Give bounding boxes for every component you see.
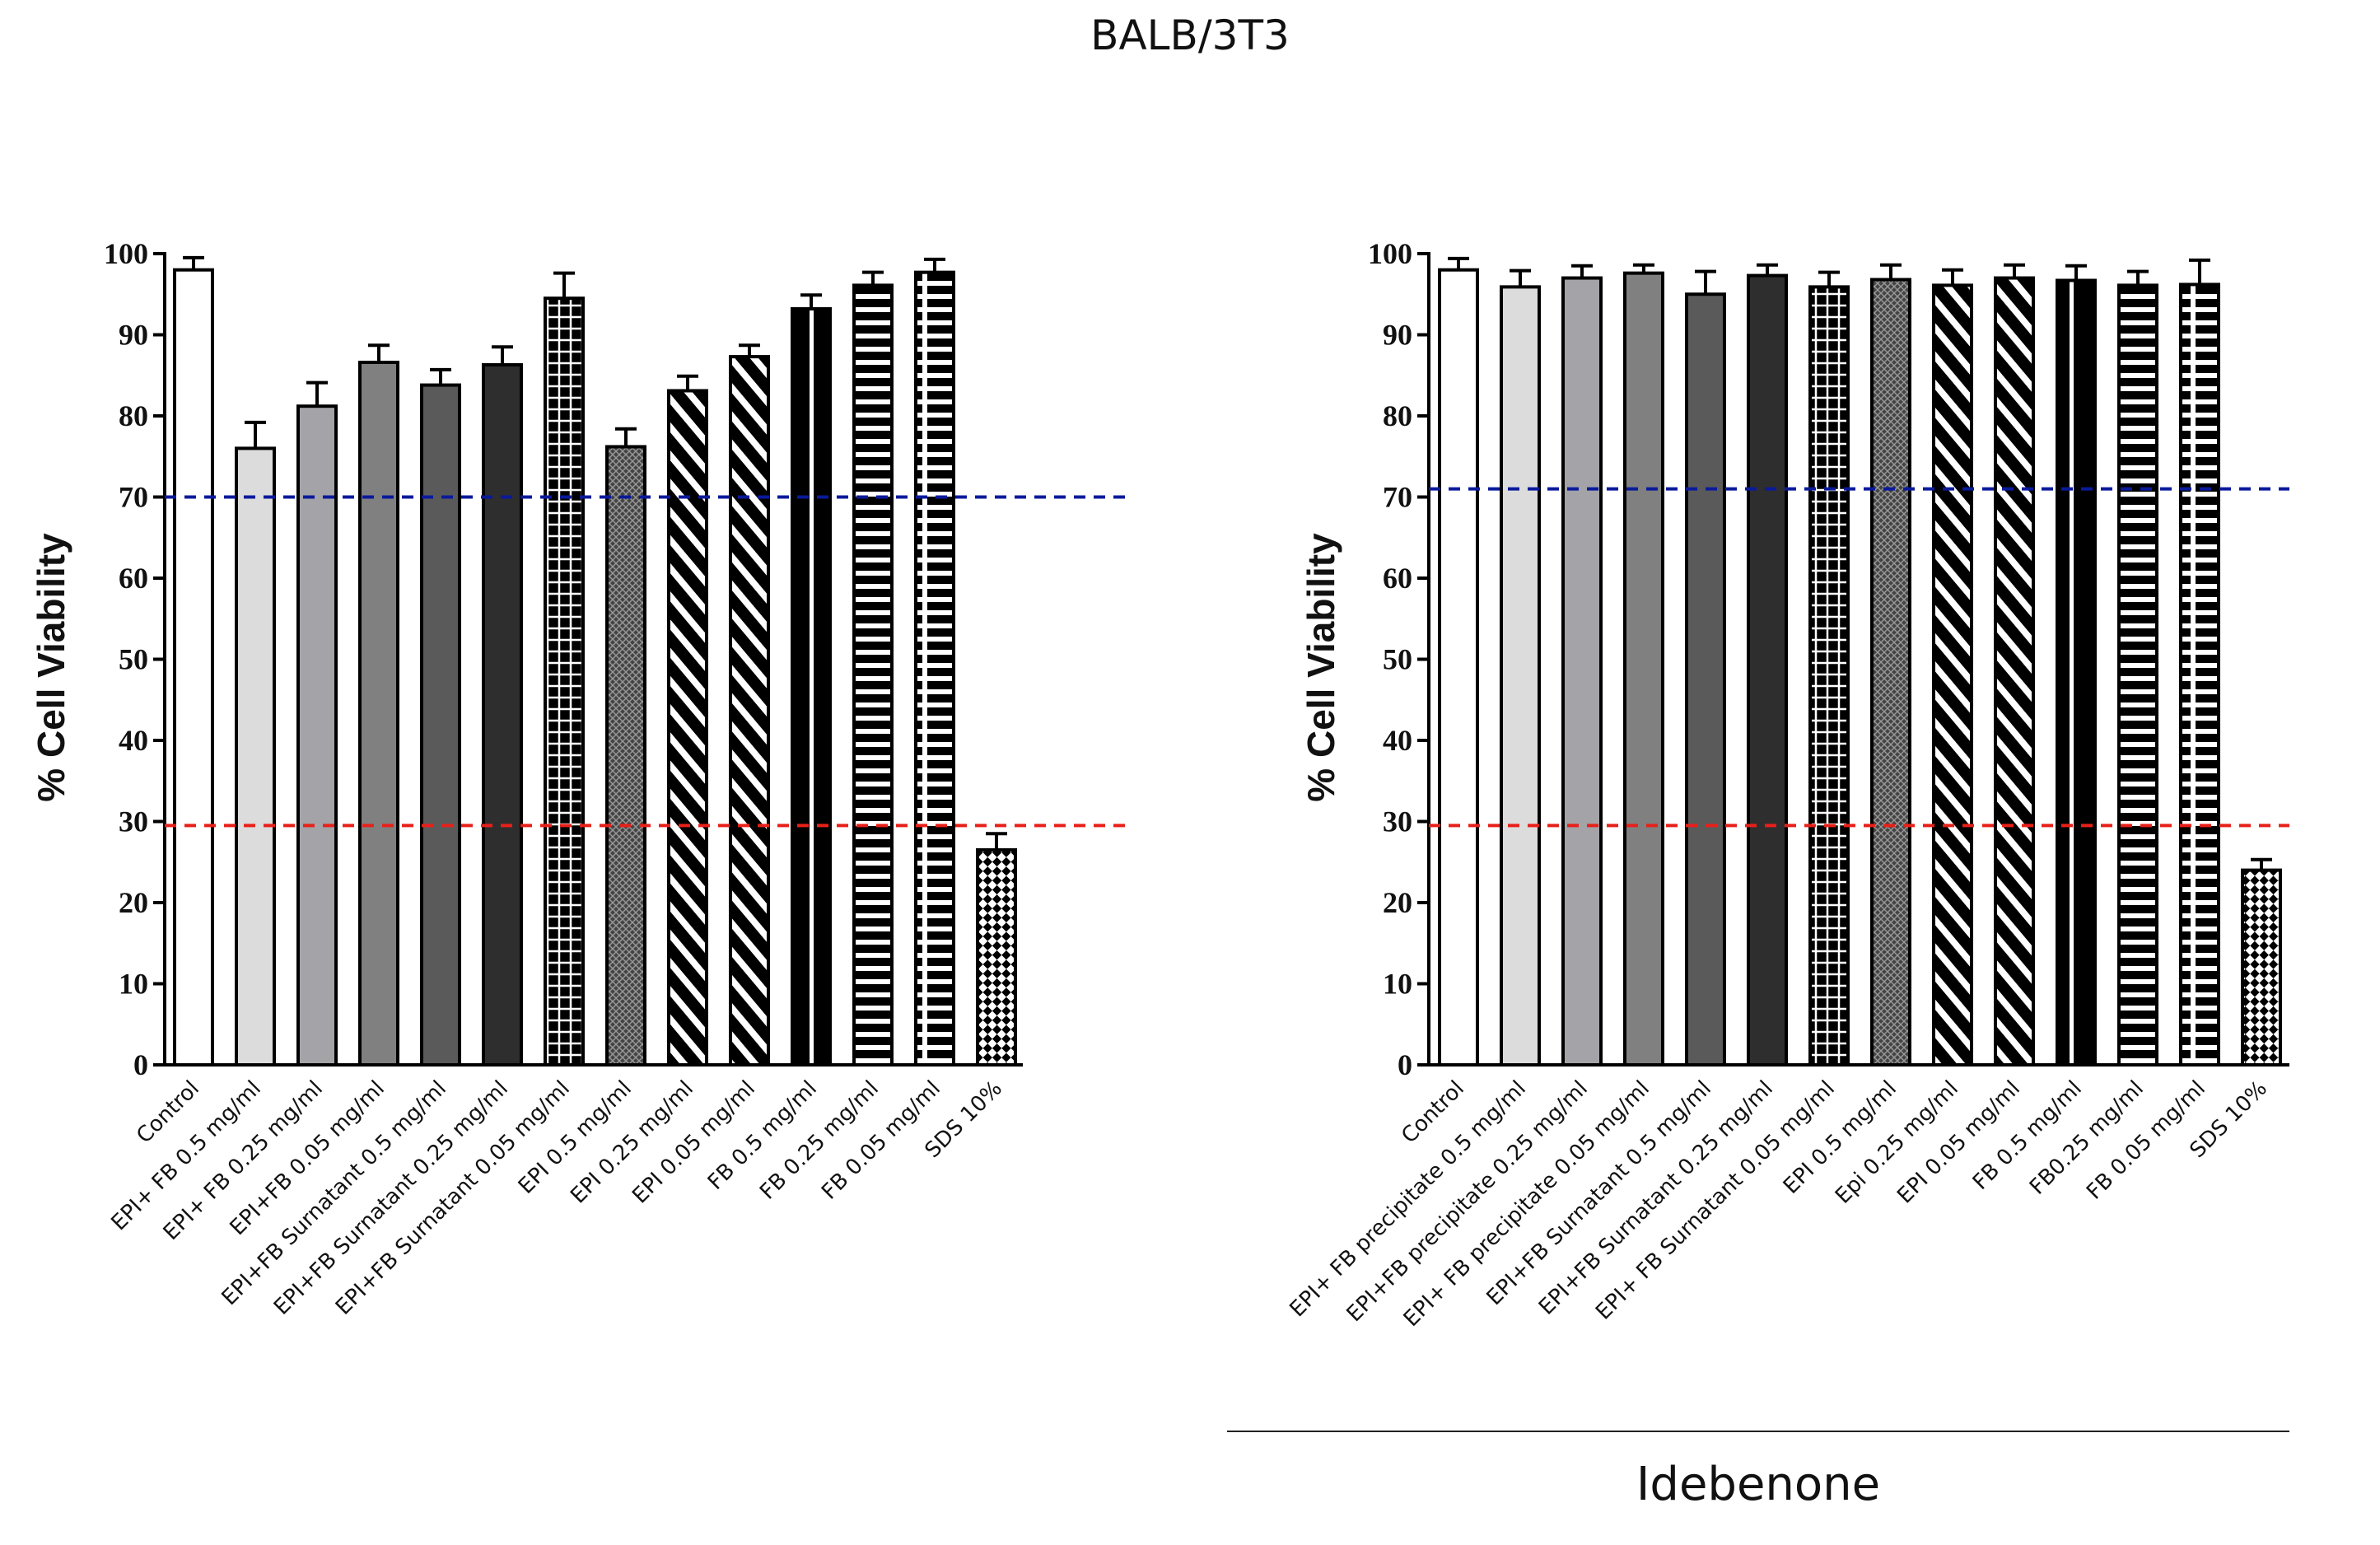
x-tick-label: FB 0.5 mg/ml [1968, 1076, 2087, 1195]
y-tick-label: 30 [119, 805, 148, 838]
bar [358, 360, 399, 1067]
y-tick-label: 20 [1383, 886, 1412, 919]
bar [1994, 276, 2035, 1067]
y-tick-label: 10 [119, 968, 148, 1001]
bar [1561, 276, 1603, 1067]
x-tick-label: FB 0.5 mg/ml [703, 1076, 822, 1195]
bar [1747, 273, 1788, 1067]
bar [1685, 292, 1726, 1067]
y-tick-label: 0 [1398, 1048, 1412, 1081]
y-axis-title: % Cell Viability [30, 533, 72, 802]
y-tick-label: 20 [119, 886, 148, 919]
y-tick-label: 50 [1383, 643, 1412, 676]
group-bracket-line [1227, 1431, 2289, 1432]
bar [1870, 278, 1911, 1067]
y-tick-label: 40 [119, 724, 148, 757]
bar [605, 445, 646, 1067]
y-axis-title: % Cell Viability [1300, 533, 1342, 802]
group-label: Idebenone [1636, 1458, 1881, 1511]
y-tick-label: 100 [1368, 237, 1412, 270]
y-tick-label: 80 [119, 399, 148, 432]
y-tick-label: 100 [104, 237, 148, 270]
bar [1438, 268, 1479, 1067]
bar [420, 383, 461, 1067]
bar [544, 296, 585, 1067]
y-tick-label: 10 [1383, 968, 1412, 1001]
bar [667, 389, 708, 1067]
bar [2117, 283, 2158, 1067]
x-tick-label: EPI+FB Surnatant 0.5 mg/ml [217, 1076, 451, 1310]
right-chart-panel: % Cell Viability0102030405060708090100Co… [1285, 237, 2289, 1332]
bar [2241, 868, 2282, 1067]
bar [1808, 285, 1850, 1067]
y-tick-label: 40 [1383, 724, 1412, 757]
bar [852, 283, 894, 1067]
bar [729, 355, 770, 1067]
bar [2056, 278, 2097, 1067]
y-tick-label: 70 [1383, 481, 1412, 514]
bar [976, 847, 1017, 1067]
y-tick-label: 80 [1383, 399, 1412, 432]
y-tick-label: 60 [119, 562, 148, 595]
x-tick-label: EPI 0.5 mg/ml [514, 1076, 637, 1199]
bar [1500, 285, 1541, 1067]
y-tick-label: 0 [133, 1048, 148, 1081]
bar [173, 268, 214, 1067]
x-tick-label: EPI 0.5 mg/ml [1779, 1076, 1902, 1199]
bar [2179, 282, 2220, 1067]
bar [482, 362, 523, 1067]
y-tick-label: 30 [1383, 805, 1412, 838]
y-tick-label: 50 [119, 643, 148, 676]
bar [791, 306, 832, 1067]
bar [914, 270, 955, 1067]
figure-title: BALB/3T3 [1090, 12, 1290, 59]
y-tick-label: 90 [1383, 319, 1412, 352]
y-tick-label: 90 [119, 319, 148, 352]
bar [296, 404, 338, 1067]
x-tick-label: EPI+FB Surnatant 0.5 mg/ml [1482, 1076, 1716, 1310]
bar [235, 446, 276, 1067]
y-tick-label: 70 [119, 481, 148, 514]
bar [1623, 271, 1664, 1067]
left-chart-panel: % Cell Viability0102030405060708090100Co… [30, 237, 1128, 1320]
y-tick-label: 60 [1383, 562, 1412, 595]
bar [1932, 283, 1973, 1067]
